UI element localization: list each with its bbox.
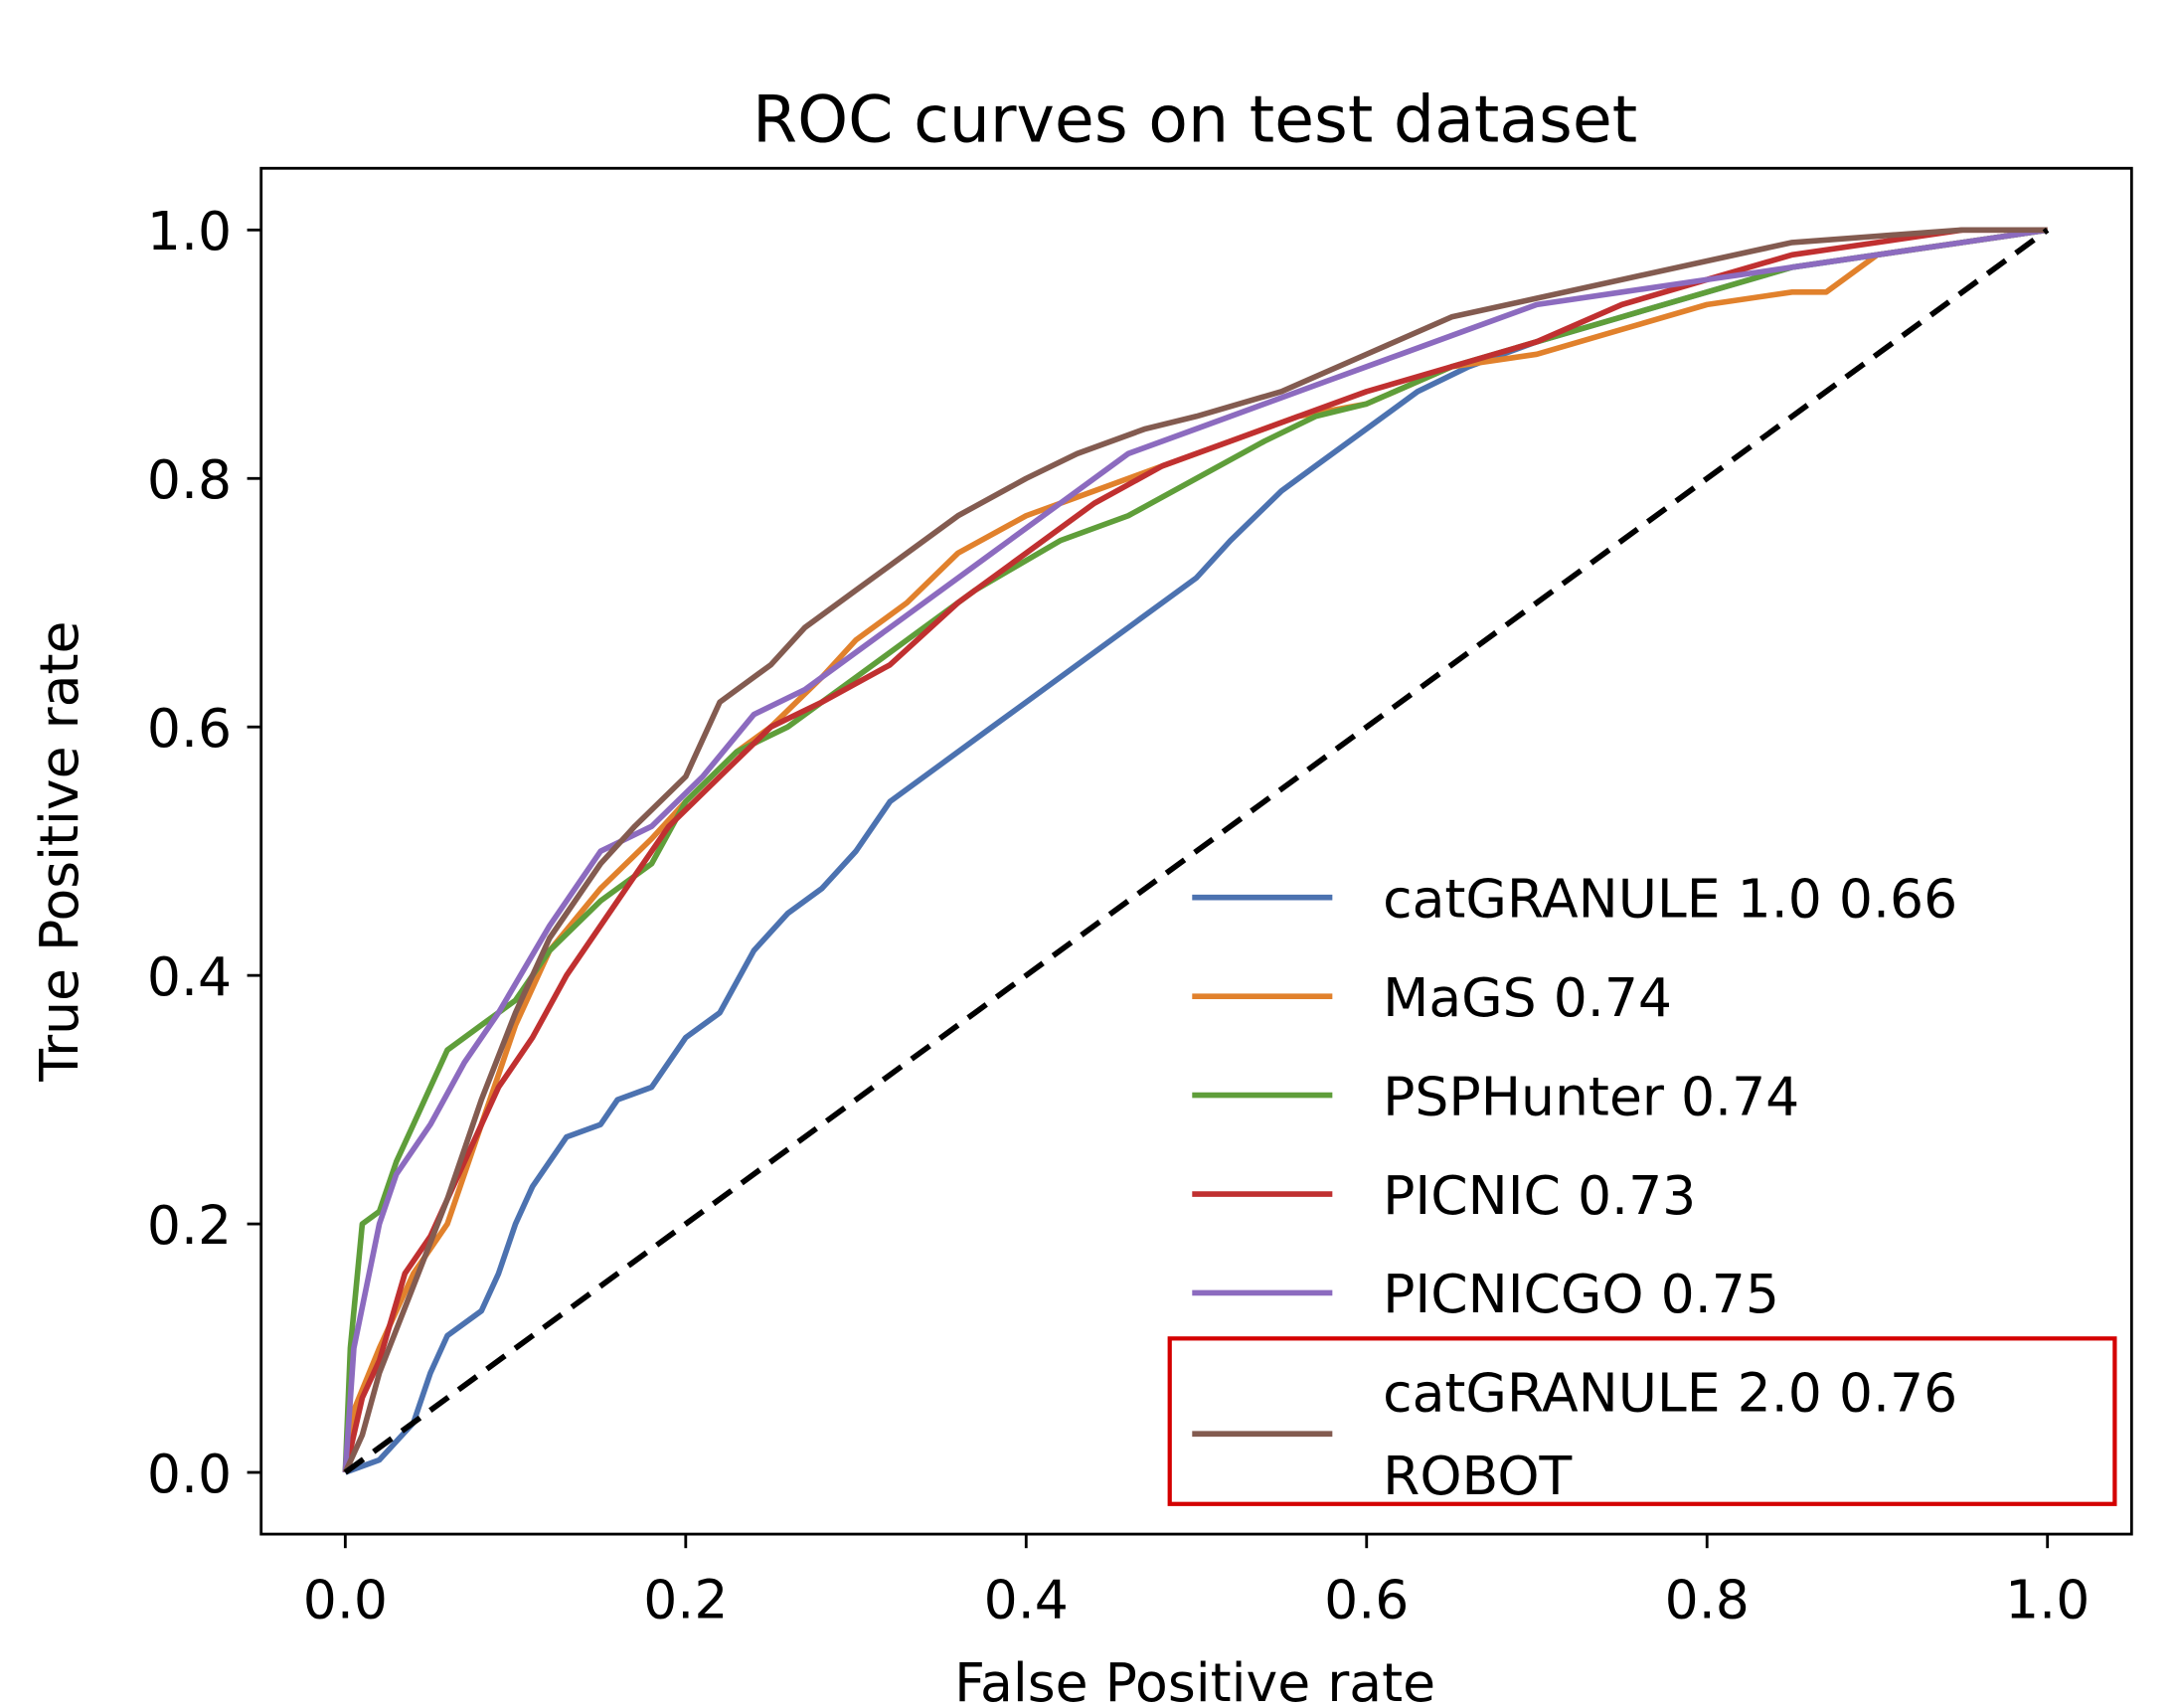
x-tick-label: 0.8 <box>1665 1569 1750 1631</box>
chart-title: ROC curves on test dataset <box>753 83 1637 157</box>
legend-label-3: PICNIC 0.73 <box>1383 1164 1696 1227</box>
x-tick-label: 1.0 <box>2005 1569 2090 1631</box>
y-axis-ticks: 0.0 0.2 0.4 0.6 0.8 1.0 <box>147 200 261 1505</box>
y-axis-label: True Positive rate <box>28 621 90 1083</box>
legend-label-0: catGRANULE 1.0 0.66 <box>1383 867 1957 930</box>
series-line-2 <box>342 227 2049 1473</box>
x-axis-ticks: 0.0 0.2 0.4 0.6 0.8 1.0 <box>303 1534 2090 1631</box>
x-tick-label: 0.2 <box>643 1569 728 1631</box>
x-tick-label: 0.4 <box>984 1569 1069 1631</box>
y-tick-label: 0.6 <box>147 697 232 760</box>
y-tick-label: 0.0 <box>147 1443 232 1505</box>
x-tick-label: 0.0 <box>303 1569 388 1631</box>
x-tick-label: 0.6 <box>1324 1569 1409 1631</box>
y-tick-label: 0.4 <box>147 945 232 1008</box>
series-line-4 <box>342 227 2049 1473</box>
legend-label-5-line2: ROBOT <box>1383 1445 1572 1507</box>
legend-label-2: PSPHunter 0.74 <box>1383 1065 1799 1127</box>
plot-area <box>342 227 2050 1475</box>
y-tick-label: 0.2 <box>147 1194 232 1257</box>
axes-frame <box>259 166 2133 1536</box>
legend: catGRANULE 1.0 0.66 MaGS 0.74 PSPHunter 0.… <box>1167 867 2117 1507</box>
x-axis-label: False Positive rate <box>954 1651 1435 1708</box>
y-tick-label: 0.8 <box>147 448 232 511</box>
legend-label-1: MaGS 0.74 <box>1383 966 1672 1029</box>
legend-label-5: catGRANULE 2.0 0.76 <box>1383 1362 1957 1425</box>
y-tick-label: 1.0 <box>147 200 232 262</box>
legend-highlight-box <box>1167 1336 2117 1506</box>
chance-diagonal-line <box>343 228 2050 1475</box>
series-line-5 <box>342 227 2048 1474</box>
legend-label-4: PICNICGO 0.75 <box>1383 1263 1779 1325</box>
